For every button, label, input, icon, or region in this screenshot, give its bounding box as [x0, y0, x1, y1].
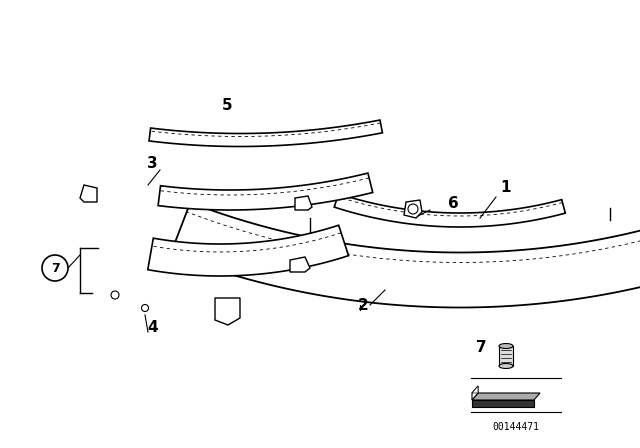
- Polygon shape: [290, 257, 310, 272]
- Polygon shape: [80, 185, 97, 202]
- Text: 4: 4: [147, 320, 157, 335]
- Text: 5: 5: [222, 98, 232, 113]
- Polygon shape: [149, 120, 383, 146]
- Polygon shape: [158, 173, 372, 210]
- Polygon shape: [472, 386, 478, 393]
- Polygon shape: [472, 386, 478, 400]
- Circle shape: [111, 291, 119, 299]
- Text: 6: 6: [448, 196, 459, 211]
- Circle shape: [141, 305, 148, 311]
- Text: 7: 7: [51, 262, 60, 275]
- Polygon shape: [171, 202, 640, 307]
- Ellipse shape: [499, 344, 513, 349]
- Circle shape: [408, 204, 418, 214]
- Text: 7: 7: [476, 340, 486, 355]
- Polygon shape: [295, 196, 312, 210]
- Text: 1: 1: [500, 180, 511, 195]
- Polygon shape: [472, 393, 540, 400]
- Text: 3: 3: [147, 156, 157, 171]
- Polygon shape: [334, 194, 565, 227]
- Polygon shape: [499, 346, 513, 366]
- Circle shape: [42, 255, 68, 281]
- Text: 2: 2: [358, 298, 369, 313]
- Polygon shape: [404, 200, 422, 218]
- Polygon shape: [148, 225, 349, 276]
- Ellipse shape: [499, 363, 513, 369]
- Polygon shape: [215, 298, 240, 325]
- Text: 00144471: 00144471: [493, 422, 540, 432]
- Polygon shape: [472, 400, 534, 407]
